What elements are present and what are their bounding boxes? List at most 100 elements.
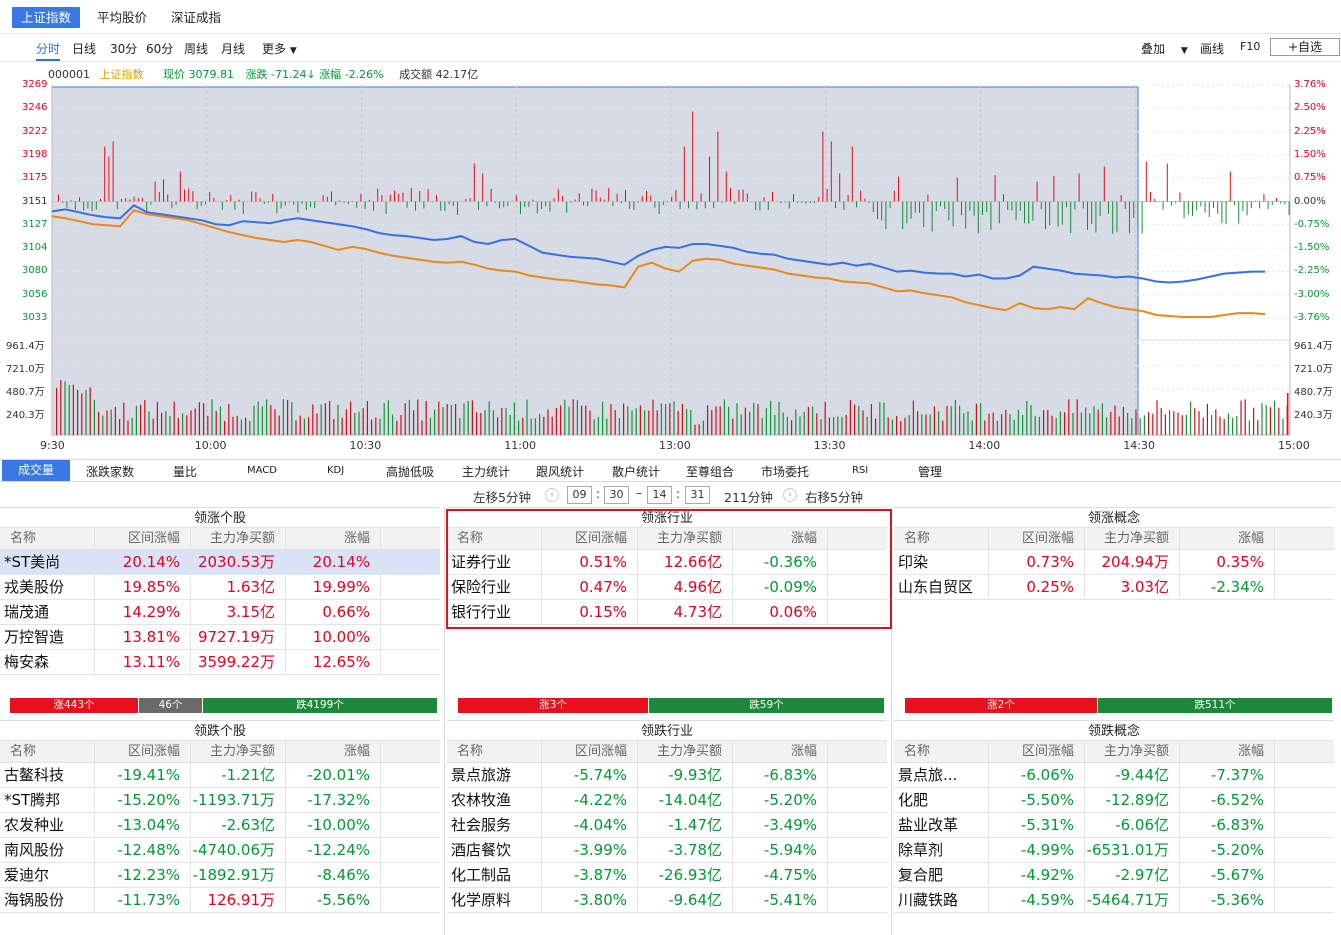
table-row[interactable]: 山东自贸区 0.25% 3.03亿 -2.34% [894,575,1334,600]
volume-bar [660,403,662,435]
indicator-tab-macd[interactable]: MACD [247,465,277,476]
indicator-tab-volume[interactable]: 成交量 [2,460,70,481]
volume-bar [723,399,725,435]
chevron-left-icon[interactable]: ‹ [545,488,559,502]
column-header[interactable]: 主力净买额 [1103,744,1169,759]
volume-bar [782,412,784,435]
table-row[interactable]: 证券行业 0.51% 12.66亿 -0.36% [447,550,887,575]
end-minute-input[interactable]: 31 [685,486,710,504]
tab-shenzhen-index[interactable]: 深证成指 [171,10,222,25]
table-row[interactable]: 盐业改革 -5.31% -6.06亿 -6.83% [894,813,1334,838]
chevron-right-icon[interactable]: › [783,488,797,502]
column-header[interactable]: 主力净买额 [656,531,722,546]
column-header[interactable]: 名称 [10,744,37,759]
table-row[interactable]: 景点旅... -6.06% -9.44亿 -7.37% [894,763,1334,788]
table-header: 名称 区间涨幅 主力净买额 涨幅 [0,528,440,550]
table-row[interactable]: 除草剂 -4.99% -6531.01万 -5.20% [894,838,1334,863]
table-row[interactable]: 梅安森 13.11% 3599.22万 12.65% [0,650,440,675]
col-divider [380,650,381,674]
indicator-tab-updown[interactable]: 涨跌家数 [86,465,135,479]
end-hour-input[interactable]: 14 [647,486,672,504]
column-header[interactable]: 涨幅 [790,531,817,546]
row-net-buy: -12.89亿 [1105,791,1169,809]
table-row[interactable]: 戎美股份 19.85% 1.63亿 19.99% [0,575,440,600]
add-watchlist-button[interactable]: +自选 [1270,38,1340,56]
indicator-tab-orders[interactable]: 市场委托 [761,465,810,479]
table-row[interactable]: 海锅股份 -11.73% 126.91万 -5.56% [0,888,440,913]
indicator-tab-kdj[interactable]: KDJ [327,465,345,476]
table-row[interactable]: 农发种业 -13.04% -2.63亿 -10.00% [0,813,440,838]
f10-button[interactable]: F10 [1240,40,1261,53]
row-net-buy: -2.63亿 [221,816,275,834]
row-name: 景点旅游 [451,766,512,784]
table-row[interactable]: 保险行业 0.47% 4.96亿 -0.09% [447,575,887,600]
table-row[interactable]: 酒店餐饮 -3.99% -3.78亿 -5.94% [447,838,887,863]
column-header[interactable]: 区间涨幅 [574,744,627,759]
tab-shanghai-index[interactable]: 上证指数 [12,7,81,28]
column-header[interactable]: 主力净买额 [656,744,722,759]
column-header[interactable]: 涨幅 [1237,744,1264,759]
period-weekly[interactable]: 周线 [184,42,209,56]
table-row[interactable]: *ST腾邦 -15.20% -1193.71万 -17.32% [0,788,440,813]
table-row[interactable]: 南风股份 -12.48% -4740.06万 -12.24% [0,838,440,863]
column-header[interactable]: 区间涨幅 [127,531,180,546]
table-row[interactable]: 印染 0.73% 204.94万 0.35% [894,550,1334,575]
period-60min[interactable]: 60分 [146,42,174,56]
table-row[interactable]: 古鳌科技 -19.41% -1.21亿 -20.01% [0,763,440,788]
table-row[interactable]: 化学原料 -3.80% -9.64亿 -5.41% [447,888,887,913]
indicator-tab-retail-stats[interactable]: 散户统计 [612,465,661,479]
volume-bar [316,413,318,435]
column-header[interactable]: 涨幅 [343,531,370,546]
period-daily[interactable]: 日线 [72,42,97,56]
intraday-chart[interactable] [0,80,1341,438]
column-header[interactable]: 名称 [904,744,931,759]
indicator-tab-rsi[interactable]: RSI [852,465,869,476]
indicator-tab-hilow[interactable]: 高抛低吸 [386,465,435,479]
row-pct: -7.37% [1210,766,1264,784]
indicator-tab-volratio[interactable]: 量比 [173,465,198,479]
column-header[interactable]: 区间涨幅 [1021,744,1074,759]
table-row[interactable]: 化肥 -5.50% -12.89亿 -6.52% [894,788,1334,813]
column-header[interactable]: 名称 [10,531,37,546]
column-header[interactable]: 涨幅 [343,744,370,759]
table-row[interactable]: 农林牧渔 -4.22% -14.04亿 -5.20% [447,788,887,813]
table-row[interactable]: 瑞茂通 14.29% 3.15亿 0.66% [0,600,440,625]
indicator-tab-main-stats[interactable]: 主力统计 [462,465,511,479]
indicator-tab-combo[interactable]: 至尊组合 [686,465,735,479]
column-header[interactable]: 主力净买额 [1103,531,1169,546]
indicator-tab-follow-stats[interactable]: 跟风统计 [536,465,585,479]
column-header[interactable]: 名称 [457,744,484,759]
table-row[interactable]: 景点旅游 -5.74% -9.93亿 -6.83% [447,763,887,788]
period-intraday[interactable]: 分时 [36,40,61,61]
overlay-menu[interactable]: 叠加 ▼ [1141,40,1188,57]
col-divider [1179,575,1180,599]
start-hour-input[interactable]: 09 [567,486,592,504]
flow-bar [1263,193,1265,202]
table-row[interactable]: 川藏铁路 -4.59% -5464.71万 -5.36% [894,888,1334,913]
column-header[interactable]: 涨幅 [790,744,817,759]
start-minute-input[interactable]: 30 [604,486,629,504]
column-header[interactable]: 主力净买额 [209,531,275,546]
column-header[interactable]: 区间涨幅 [574,531,627,546]
column-header[interactable]: 名称 [904,531,931,546]
indicator-tab-manage[interactable]: 管理 [918,465,943,479]
column-header[interactable]: 名称 [457,531,484,546]
table-row[interactable]: 社会服务 -4.04% -1.47亿 -3.49% [447,813,887,838]
tab-average-price[interactable]: 平均股价 [97,10,148,25]
table-row[interactable]: 爱迪尔 -12.23% -1892.91万 -8.46% [0,863,440,888]
table-row[interactable]: *ST美尚 20.14% 2030.53万 20.14% [0,550,440,575]
table-row[interactable]: 复合肥 -4.92% -2.97亿 -5.67% [894,863,1334,888]
table-row[interactable]: 化工制品 -3.87% -26.93亿 -4.75% [447,863,887,888]
column-header[interactable]: 涨幅 [1237,531,1264,546]
period-30min[interactable]: 30分 [110,42,138,56]
table-row[interactable]: 银行行业 0.15% 4.73亿 0.06% [447,600,887,625]
column-header[interactable]: 主力净买额 [209,744,275,759]
column-header[interactable]: 区间涨幅 [127,744,180,759]
period-more[interactable]: 更多 ▼ [262,40,297,57]
volume-bar [446,403,448,435]
price-tick: 3033 [22,312,48,323]
draw-line-button[interactable]: 画线 [1200,42,1225,56]
table-row[interactable]: 万控智造 13.81% 9727.19万 10.00% [0,625,440,650]
period-monthly[interactable]: 月线 [221,42,246,56]
column-header[interactable]: 区间涨幅 [1021,531,1074,546]
